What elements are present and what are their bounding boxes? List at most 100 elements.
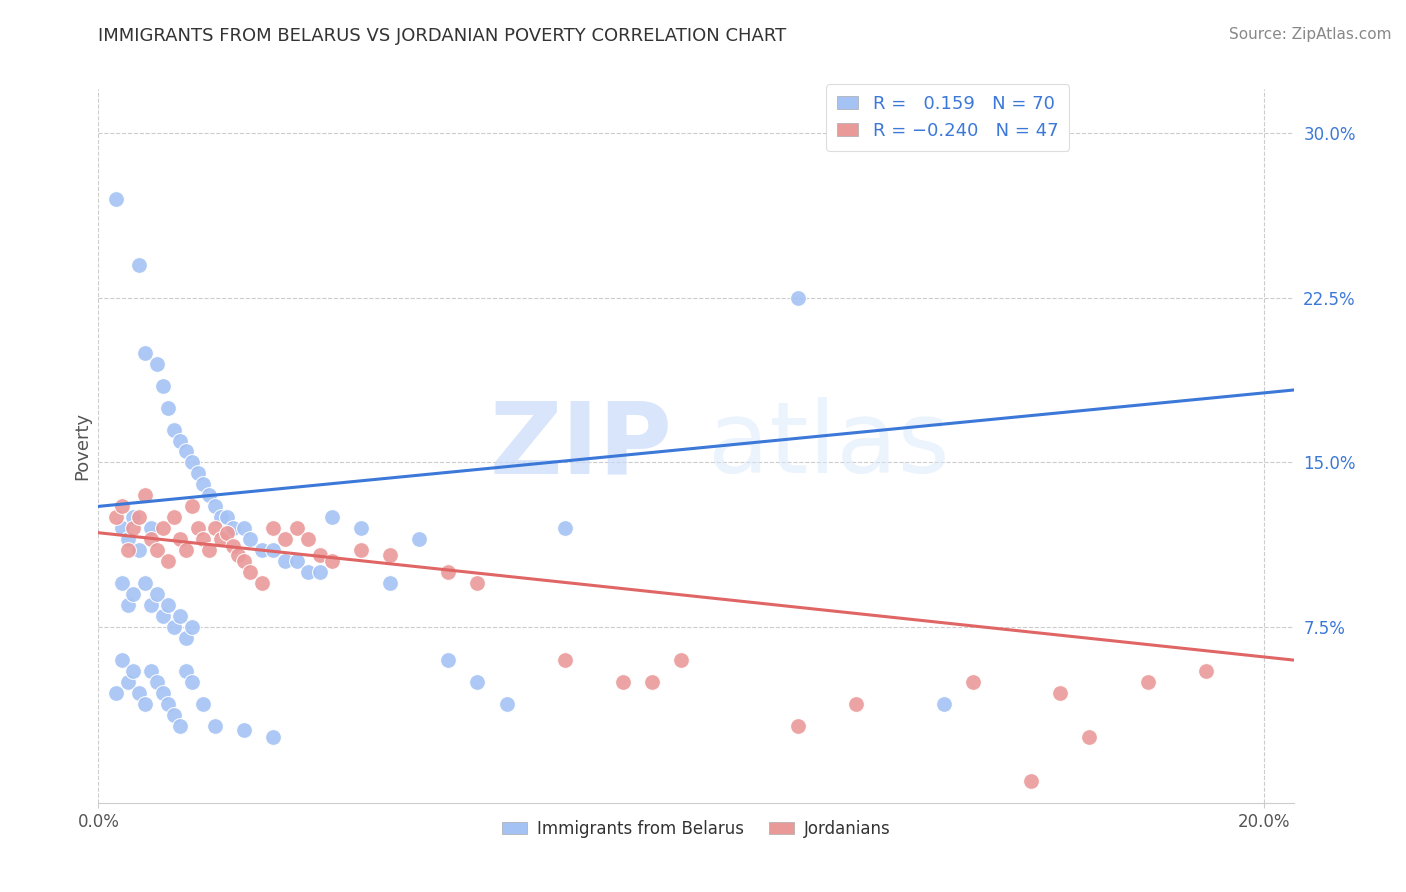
Point bbox=[157, 401, 180, 415]
Point bbox=[186, 521, 208, 535]
Point bbox=[122, 664, 145, 678]
Point bbox=[641, 675, 664, 690]
Point bbox=[204, 500, 226, 514]
Point bbox=[932, 697, 955, 711]
Point bbox=[122, 510, 145, 524]
Point bbox=[193, 697, 215, 711]
Point bbox=[174, 631, 197, 645]
Legend: Immigrants from Belarus, Jordanians: Immigrants from Belarus, Jordanians bbox=[495, 814, 897, 845]
Point bbox=[215, 510, 238, 524]
Point bbox=[134, 345, 156, 359]
Point bbox=[612, 675, 634, 690]
Point bbox=[198, 488, 221, 502]
Point bbox=[321, 554, 343, 568]
Point bbox=[495, 697, 517, 711]
Point bbox=[186, 467, 208, 481]
Point bbox=[262, 521, 284, 535]
Point bbox=[297, 533, 319, 547]
Point bbox=[209, 510, 232, 524]
Point bbox=[152, 609, 174, 624]
Point bbox=[787, 719, 810, 733]
Point bbox=[111, 521, 134, 535]
Point bbox=[350, 521, 373, 535]
Point bbox=[152, 378, 174, 392]
Point bbox=[169, 434, 191, 448]
Point bbox=[169, 609, 191, 624]
Point bbox=[1195, 664, 1218, 678]
Point bbox=[117, 598, 139, 612]
Point bbox=[117, 543, 139, 558]
Point bbox=[204, 521, 226, 535]
Point bbox=[180, 500, 202, 514]
Point bbox=[1078, 730, 1101, 744]
Point bbox=[1019, 773, 1042, 788]
Point bbox=[145, 587, 167, 601]
Point bbox=[180, 620, 202, 634]
Point bbox=[274, 533, 297, 547]
Point bbox=[169, 719, 191, 733]
Point bbox=[209, 533, 232, 547]
Point bbox=[309, 548, 332, 562]
Point bbox=[554, 521, 576, 535]
Point bbox=[139, 598, 162, 612]
Point bbox=[233, 723, 256, 738]
Point bbox=[198, 543, 221, 558]
Point bbox=[128, 543, 150, 558]
Point bbox=[350, 543, 373, 558]
Point bbox=[1136, 675, 1159, 690]
Point bbox=[204, 719, 226, 733]
Point bbox=[554, 653, 576, 667]
Point bbox=[239, 533, 262, 547]
Point bbox=[128, 510, 150, 524]
Point bbox=[221, 539, 243, 553]
Point bbox=[163, 620, 186, 634]
Point bbox=[111, 653, 134, 667]
Point bbox=[169, 533, 191, 547]
Point bbox=[408, 533, 430, 547]
Point bbox=[117, 675, 139, 690]
Point bbox=[145, 357, 167, 371]
Point bbox=[845, 697, 868, 711]
Point bbox=[139, 521, 162, 535]
Point bbox=[215, 525, 238, 540]
Point bbox=[193, 533, 215, 547]
Point bbox=[163, 510, 186, 524]
Text: atlas: atlas bbox=[709, 398, 949, 494]
Point bbox=[250, 576, 273, 591]
Point bbox=[122, 521, 145, 535]
Point bbox=[787, 291, 810, 305]
Point bbox=[145, 675, 167, 690]
Point bbox=[111, 500, 134, 514]
Point bbox=[228, 548, 250, 562]
Point bbox=[274, 554, 297, 568]
Point bbox=[437, 653, 460, 667]
Point bbox=[285, 554, 308, 568]
Point bbox=[157, 598, 180, 612]
Point bbox=[139, 533, 162, 547]
Point bbox=[321, 510, 343, 524]
Y-axis label: Poverty: Poverty bbox=[73, 412, 91, 480]
Point bbox=[250, 543, 273, 558]
Point bbox=[467, 675, 489, 690]
Point bbox=[104, 192, 127, 206]
Point bbox=[262, 730, 284, 744]
Text: ZIP: ZIP bbox=[489, 398, 672, 494]
Point bbox=[104, 686, 127, 700]
Point bbox=[309, 566, 332, 580]
Point bbox=[180, 455, 202, 469]
Point bbox=[134, 697, 156, 711]
Point bbox=[239, 566, 262, 580]
Point bbox=[297, 566, 319, 580]
Point bbox=[152, 521, 174, 535]
Point bbox=[145, 543, 167, 558]
Point bbox=[157, 554, 180, 568]
Point bbox=[221, 521, 243, 535]
Point bbox=[262, 543, 284, 558]
Point bbox=[671, 653, 693, 667]
Point bbox=[174, 543, 197, 558]
Point bbox=[128, 686, 150, 700]
Point bbox=[193, 477, 215, 491]
Point bbox=[139, 664, 162, 678]
Point bbox=[122, 587, 145, 601]
Point bbox=[174, 444, 197, 458]
